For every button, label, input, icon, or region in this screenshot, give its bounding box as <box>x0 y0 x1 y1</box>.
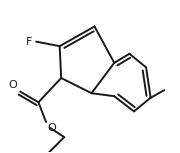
Text: F: F <box>26 37 32 47</box>
Text: O: O <box>48 123 56 134</box>
Text: O: O <box>8 80 17 90</box>
